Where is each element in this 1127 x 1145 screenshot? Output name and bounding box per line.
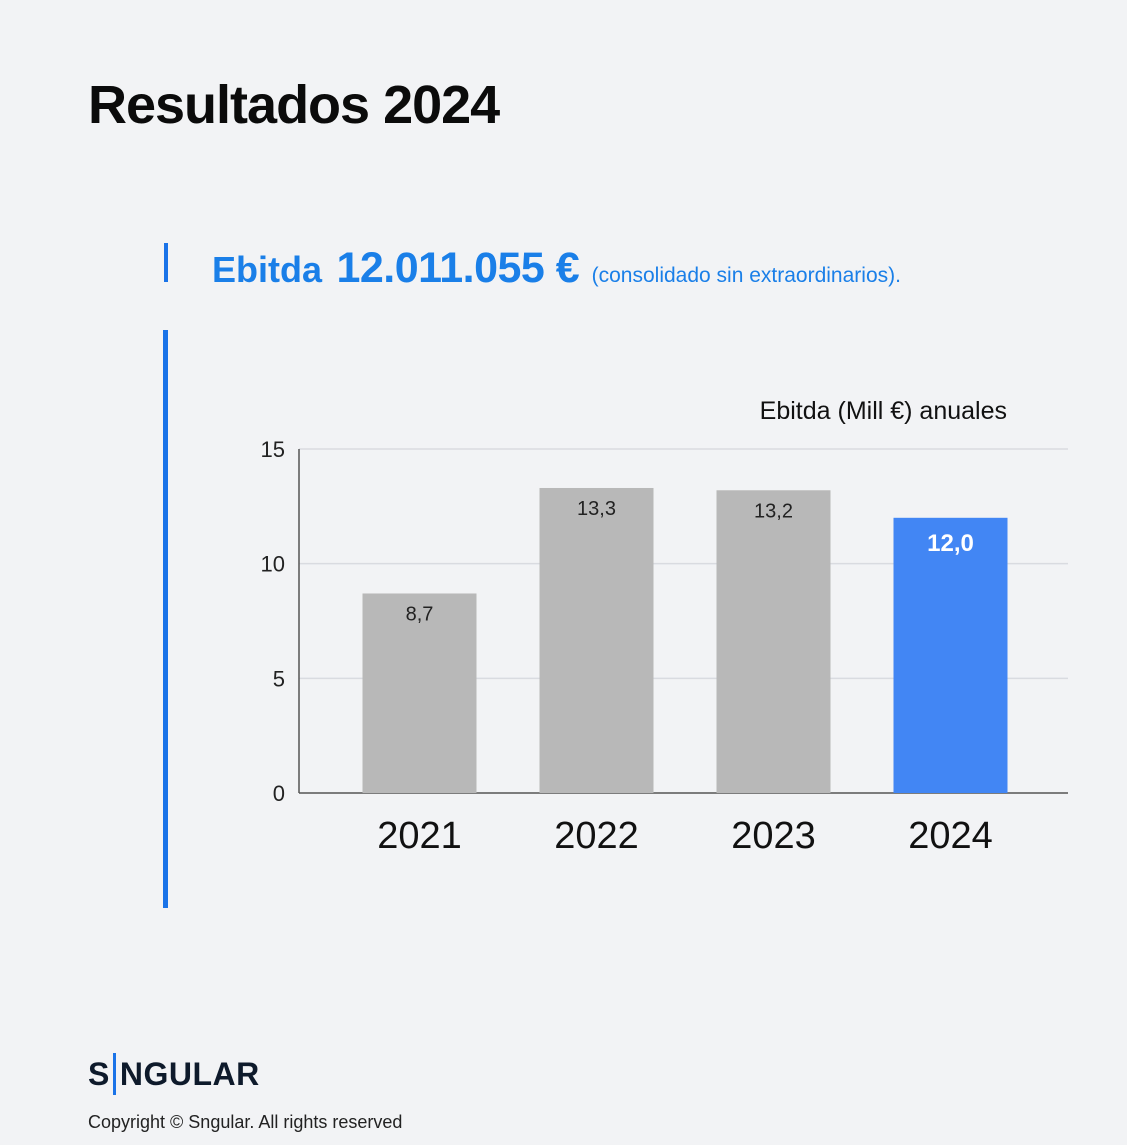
page-title: Resultados 2024 xyxy=(88,75,500,135)
logo-divider xyxy=(112,1053,116,1095)
chart-accent-bar xyxy=(163,330,168,908)
ebitda-value: 12.011.055 € xyxy=(336,244,580,292)
headline-accent-bar xyxy=(164,243,168,282)
y-tick-label: 15 xyxy=(261,437,285,462)
ebitda-headline: Ebitda 12.011.055 € (consolidado sin ext… xyxy=(212,244,901,293)
ebitda-note: (consolidado sin extraordinarios). xyxy=(591,264,901,287)
x-tick-label: 2022 xyxy=(554,815,639,857)
y-tick-label: 10 xyxy=(261,552,285,577)
x-tick-label: 2021 xyxy=(377,815,462,857)
data-label: 13,3 xyxy=(577,498,616,520)
data-label: 12,0 xyxy=(927,530,974,557)
copyright-text: Copyright © Sngular. All rights reserved xyxy=(88,1112,403,1132)
x-tick-label: 2023 xyxy=(731,815,816,857)
data-label: 8,7 xyxy=(406,603,434,625)
y-tick-label: 5 xyxy=(273,666,285,691)
logo-letter-s: S xyxy=(88,1055,110,1092)
x-tick-label: 2024 xyxy=(908,815,993,857)
bar-2022 xyxy=(539,487,654,793)
bar-2024 xyxy=(893,517,1008,793)
bar-2023 xyxy=(716,490,831,793)
sngular-logo: S NGULAR xyxy=(88,1052,260,1096)
chart-title: Ebitda (Mill €) anuales xyxy=(760,397,1007,425)
bar-2021 xyxy=(362,593,477,793)
y-tick-label: 0 xyxy=(273,781,285,806)
data-label: 13,2 xyxy=(754,500,793,522)
logo-wordmark: NGULAR xyxy=(119,1055,260,1092)
ebitda-label: Ebitda xyxy=(212,249,323,290)
